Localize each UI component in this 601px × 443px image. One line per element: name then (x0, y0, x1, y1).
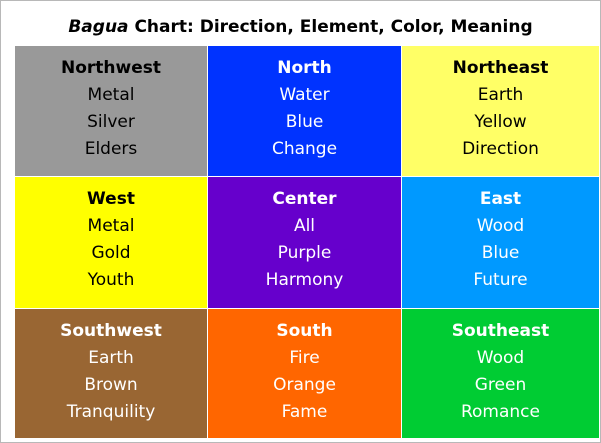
cell-east: East Wood Blue Future (402, 177, 599, 308)
cell-color: Brown (84, 375, 138, 395)
cell-meaning: Change (271, 139, 338, 159)
cell-direction: Center (272, 189, 337, 209)
cell-meaning: Harmony (265, 270, 344, 290)
cell-southwest: Southwest Earth Brown Tranquility (15, 309, 207, 438)
cell-meaning: Elders (84, 139, 138, 159)
cell-color: Blue (481, 243, 520, 263)
cell-northwest: Northwest Metal Silver Elders (15, 46, 207, 176)
cell-color: Blue (285, 112, 324, 132)
cell-northeast: Northeast Earth Yellow Direction (402, 46, 599, 176)
cell-meaning: Fame (281, 402, 328, 422)
chart-title-rest: Chart: Direction, Element, Color, Meanin… (128, 17, 533, 37)
chart-title-italic: Bagua (68, 17, 129, 37)
cell-meaning: Youth (87, 270, 135, 290)
cell-direction: West (87, 189, 135, 209)
cell-direction: Northeast (452, 58, 549, 78)
cell-meaning: Future (473, 270, 528, 290)
cell-element: Wood (476, 348, 525, 368)
cell-element: Earth (88, 348, 134, 368)
cell-west: West Metal Gold Youth (15, 177, 207, 308)
cell-direction: East (479, 189, 522, 209)
cell-color: Yellow (474, 112, 527, 132)
cell-color: Purple (277, 243, 332, 263)
cell-element: Wood (476, 216, 525, 236)
cell-meaning: Direction (462, 139, 539, 159)
cell-element: Metal (87, 216, 135, 236)
cell-element: Earth (477, 85, 524, 105)
chart-title: Bagua Chart: Direction, Element, Color, … (1, 15, 600, 39)
cell-center: Center All Purple Harmony (208, 177, 401, 308)
cell-meaning: Romance (460, 402, 540, 422)
cell-direction: Southeast (451, 321, 550, 341)
cell-southeast: Southeast Wood Green Romance (402, 309, 599, 438)
cell-color: Green (474, 375, 527, 395)
cell-direction: Northwest (61, 58, 161, 78)
cell-color: Gold (91, 243, 131, 263)
cell-meaning: Tranquility (66, 402, 156, 422)
cell-direction: North (277, 58, 332, 78)
cell-color: Orange (273, 375, 336, 395)
cell-element: All (293, 216, 316, 236)
cell-element: Metal (87, 85, 135, 105)
cell-element: Fire (289, 348, 320, 368)
cell-north: North Water Blue Change (208, 46, 401, 176)
cell-direction: Southwest (60, 321, 162, 341)
cell-element: Water (279, 85, 330, 105)
cell-direction: South (276, 321, 333, 341)
cell-south: South Fire Orange Fame (208, 309, 401, 438)
bagua-grid: Northwest Metal Silver Elders North Wate… (15, 46, 599, 438)
cell-color: Silver (87, 112, 135, 132)
